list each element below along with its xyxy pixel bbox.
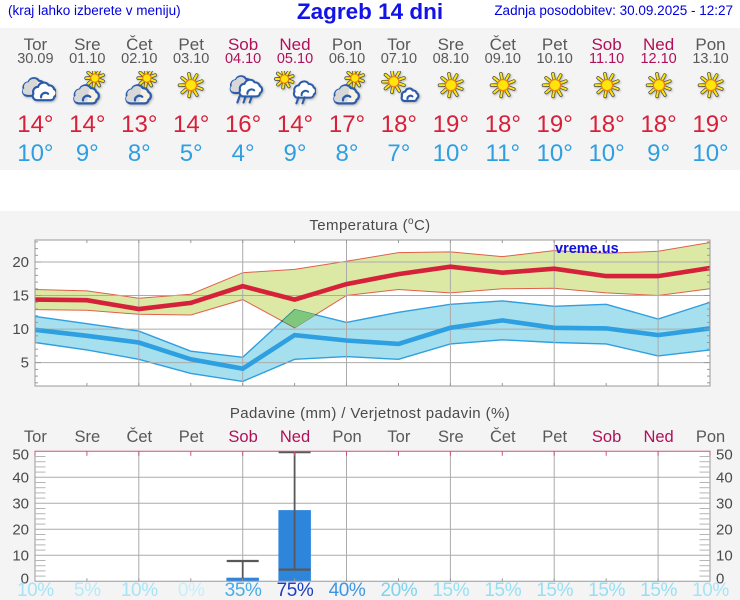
- svg-text:vreme.us: vreme.us: [555, 241, 619, 257]
- svg-text:10: 10: [716, 547, 733, 564]
- svg-text:50: 50: [12, 446, 29, 463]
- svg-text:5: 5: [21, 355, 29, 372]
- svg-text:20: 20: [716, 521, 733, 538]
- svg-text:30: 30: [716, 495, 733, 512]
- svg-text:50: 50: [716, 446, 733, 463]
- svg-text:40: 40: [716, 469, 733, 486]
- svg-text:0: 0: [716, 570, 724, 587]
- svg-text:40: 40: [12, 469, 29, 486]
- svg-text:20: 20: [12, 521, 29, 538]
- svg-text:10: 10: [12, 321, 29, 338]
- svg-text:30: 30: [12, 495, 29, 512]
- svg-text:20: 20: [12, 254, 29, 271]
- svg-text:10: 10: [12, 547, 29, 564]
- svg-text:15: 15: [12, 288, 29, 305]
- svg-text:0: 0: [21, 570, 29, 587]
